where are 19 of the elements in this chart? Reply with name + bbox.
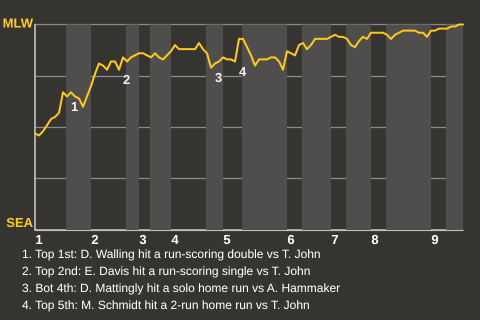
annotation: 3	[215, 70, 222, 86]
text: 2. Top 2nd: E. Davis hit a run-scoring single vs T. John	[22, 264, 310, 278]
text: 3. Bot 4th: D. Mattingly hit a solo home run vs A. Hammaker	[22, 281, 340, 295]
x-tick-label: 4	[171, 232, 180, 247]
x-tick-label: 3	[139, 232, 147, 247]
text: 4. Top 5th: M. Schmidt hit a 2-run home run vs T. John	[22, 298, 310, 312]
text: 1. Top 1st: D. Walling hit a run-scoring double vs T. John	[22, 247, 321, 261]
x-tick-label: 9	[431, 232, 439, 247]
x-tick-label: 6	[287, 232, 295, 247]
x-tick-label: 5	[223, 232, 231, 247]
annotation: 1	[71, 98, 78, 114]
x-tick-label: 8	[371, 232, 379, 247]
annotation: 4	[239, 64, 247, 79]
x-tick-label: 1	[35, 232, 43, 247]
x-tick-label: 7	[331, 232, 339, 247]
x-tick-label: 2	[91, 232, 99, 247]
text: SEA	[6, 215, 34, 230]
annotation: 2	[123, 72, 130, 88]
text: MLW	[2, 16, 34, 30]
